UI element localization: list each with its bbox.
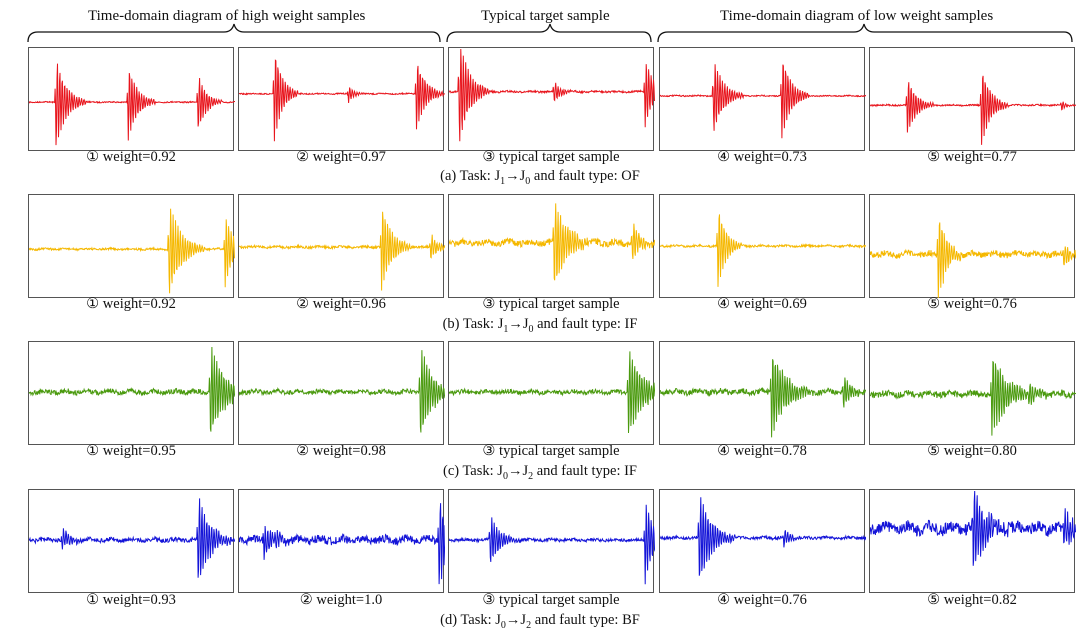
sample-label: ② weight=0.97 — [296, 149, 386, 165]
sample-label: ① weight=0.93 — [86, 592, 176, 608]
signal-panel — [238, 489, 445, 593]
sample-label: ② weight=1.0 — [299, 592, 383, 608]
signal-panel — [28, 489, 235, 593]
waveform-line — [239, 503, 445, 585]
time-domain-waveform — [660, 359, 866, 438]
signal-panel — [448, 341, 655, 445]
subfigure-caption: (c) Task: J0→J2 and fault type: IF — [443, 463, 637, 482]
waveform-line — [449, 203, 655, 281]
sample-label: ⑤ weight=0.82 — [927, 592, 1017, 608]
signal-panel — [448, 194, 655, 298]
subfigure-caption: (a) Task: J1→J0 and fault type: OF — [440, 168, 640, 187]
signal-panel — [238, 47, 445, 151]
sample-label: ⑤ weight=0.76 — [927, 296, 1017, 312]
waveform-line — [660, 359, 866, 438]
signal-panel — [28, 194, 235, 298]
waveform-line — [870, 360, 1076, 436]
signal-panel — [659, 341, 866, 445]
subfigure-caption: (b) Task: J1→J0 and fault type: IF — [442, 316, 638, 335]
signal-panel — [869, 47, 1076, 151]
signal-panel — [659, 489, 866, 593]
signal-panel — [659, 47, 866, 151]
time-domain-waveform — [449, 504, 655, 585]
sample-label: ② weight=0.98 — [296, 443, 386, 459]
brace-low-weight — [657, 23, 1073, 43]
time-domain-waveform — [870, 490, 1076, 566]
sample-label: ⑤ weight=0.80 — [927, 443, 1017, 459]
time-domain-waveform — [660, 64, 866, 139]
sample-label: ⑤ weight=0.77 — [927, 149, 1017, 165]
sample-label: ④ weight=0.78 — [717, 443, 807, 459]
signal-panel — [448, 489, 655, 593]
waveform-line — [449, 351, 655, 434]
signal-panel — [869, 341, 1076, 445]
waveform-line — [660, 64, 866, 139]
time-domain-waveform — [449, 351, 655, 434]
signal-panel — [28, 341, 235, 445]
time-domain-waveform — [239, 350, 445, 433]
waveform-line — [870, 222, 1076, 299]
signal-panel — [869, 194, 1076, 299]
sample-label: ④ weight=0.69 — [717, 296, 807, 312]
time-domain-waveform — [29, 63, 235, 146]
waveform-line — [239, 59, 445, 142]
time-domain-waveform — [660, 214, 866, 287]
time-domain-waveform — [449, 203, 655, 281]
waveform-line — [870, 75, 1076, 145]
sample-label: ③ typical target sample — [482, 443, 620, 459]
sample-label: ① weight=0.92 — [86, 296, 176, 312]
brace-typical-target — [446, 23, 652, 43]
brace-high-weight — [27, 23, 441, 43]
header-high-weight: Time-domain diagram of high weight sampl… — [88, 8, 366, 24]
signal-panel — [238, 341, 445, 445]
sample-label: ① weight=0.95 — [86, 443, 176, 459]
signal-panel — [238, 194, 445, 298]
waveform-line — [870, 490, 1076, 566]
waveform-line — [29, 346, 235, 432]
time-domain-waveform — [660, 497, 866, 576]
waveform-line — [660, 497, 866, 576]
sample-label: ③ typical target sample — [482, 592, 620, 608]
sample-label: ① weight=0.92 — [86, 149, 176, 165]
waveform-line — [29, 63, 235, 146]
time-domain-waveform — [29, 346, 235, 432]
time-domain-waveform — [29, 208, 235, 294]
time-domain-waveform — [870, 222, 1076, 299]
time-domain-waveform — [870, 360, 1076, 436]
time-domain-waveform — [449, 48, 655, 142]
header-typical-target: Typical target sample — [481, 8, 610, 24]
waveform-line — [239, 211, 445, 291]
time-domain-waveform — [29, 498, 235, 578]
sample-label: ④ weight=0.76 — [717, 592, 807, 608]
signal-panel — [659, 194, 866, 298]
waveform-line — [660, 214, 866, 287]
waveform-line — [239, 350, 445, 433]
subfigure-caption: (d) Task: J0→J2 and fault type: BF — [440, 612, 640, 631]
signal-panel — [869, 489, 1076, 593]
signal-panel — [28, 47, 235, 151]
sample-label: ③ typical target sample — [482, 296, 620, 312]
time-domain-waveform — [239, 503, 445, 585]
waveform-line — [449, 48, 655, 142]
header-low-weight: Time-domain diagram of low weight sample… — [720, 8, 994, 24]
sample-label: ④ weight=0.73 — [717, 149, 807, 165]
waveform-line — [29, 208, 235, 294]
time-domain-waveform — [870, 75, 1076, 145]
signal-panel — [448, 47, 655, 151]
time-domain-waveform — [239, 211, 445, 291]
waveform-line — [29, 498, 235, 578]
waveform-line — [449, 504, 655, 585]
sample-label: ② weight=0.96 — [296, 296, 386, 312]
sample-label: ③ typical target sample — [482, 149, 620, 165]
time-domain-waveform — [239, 59, 445, 142]
